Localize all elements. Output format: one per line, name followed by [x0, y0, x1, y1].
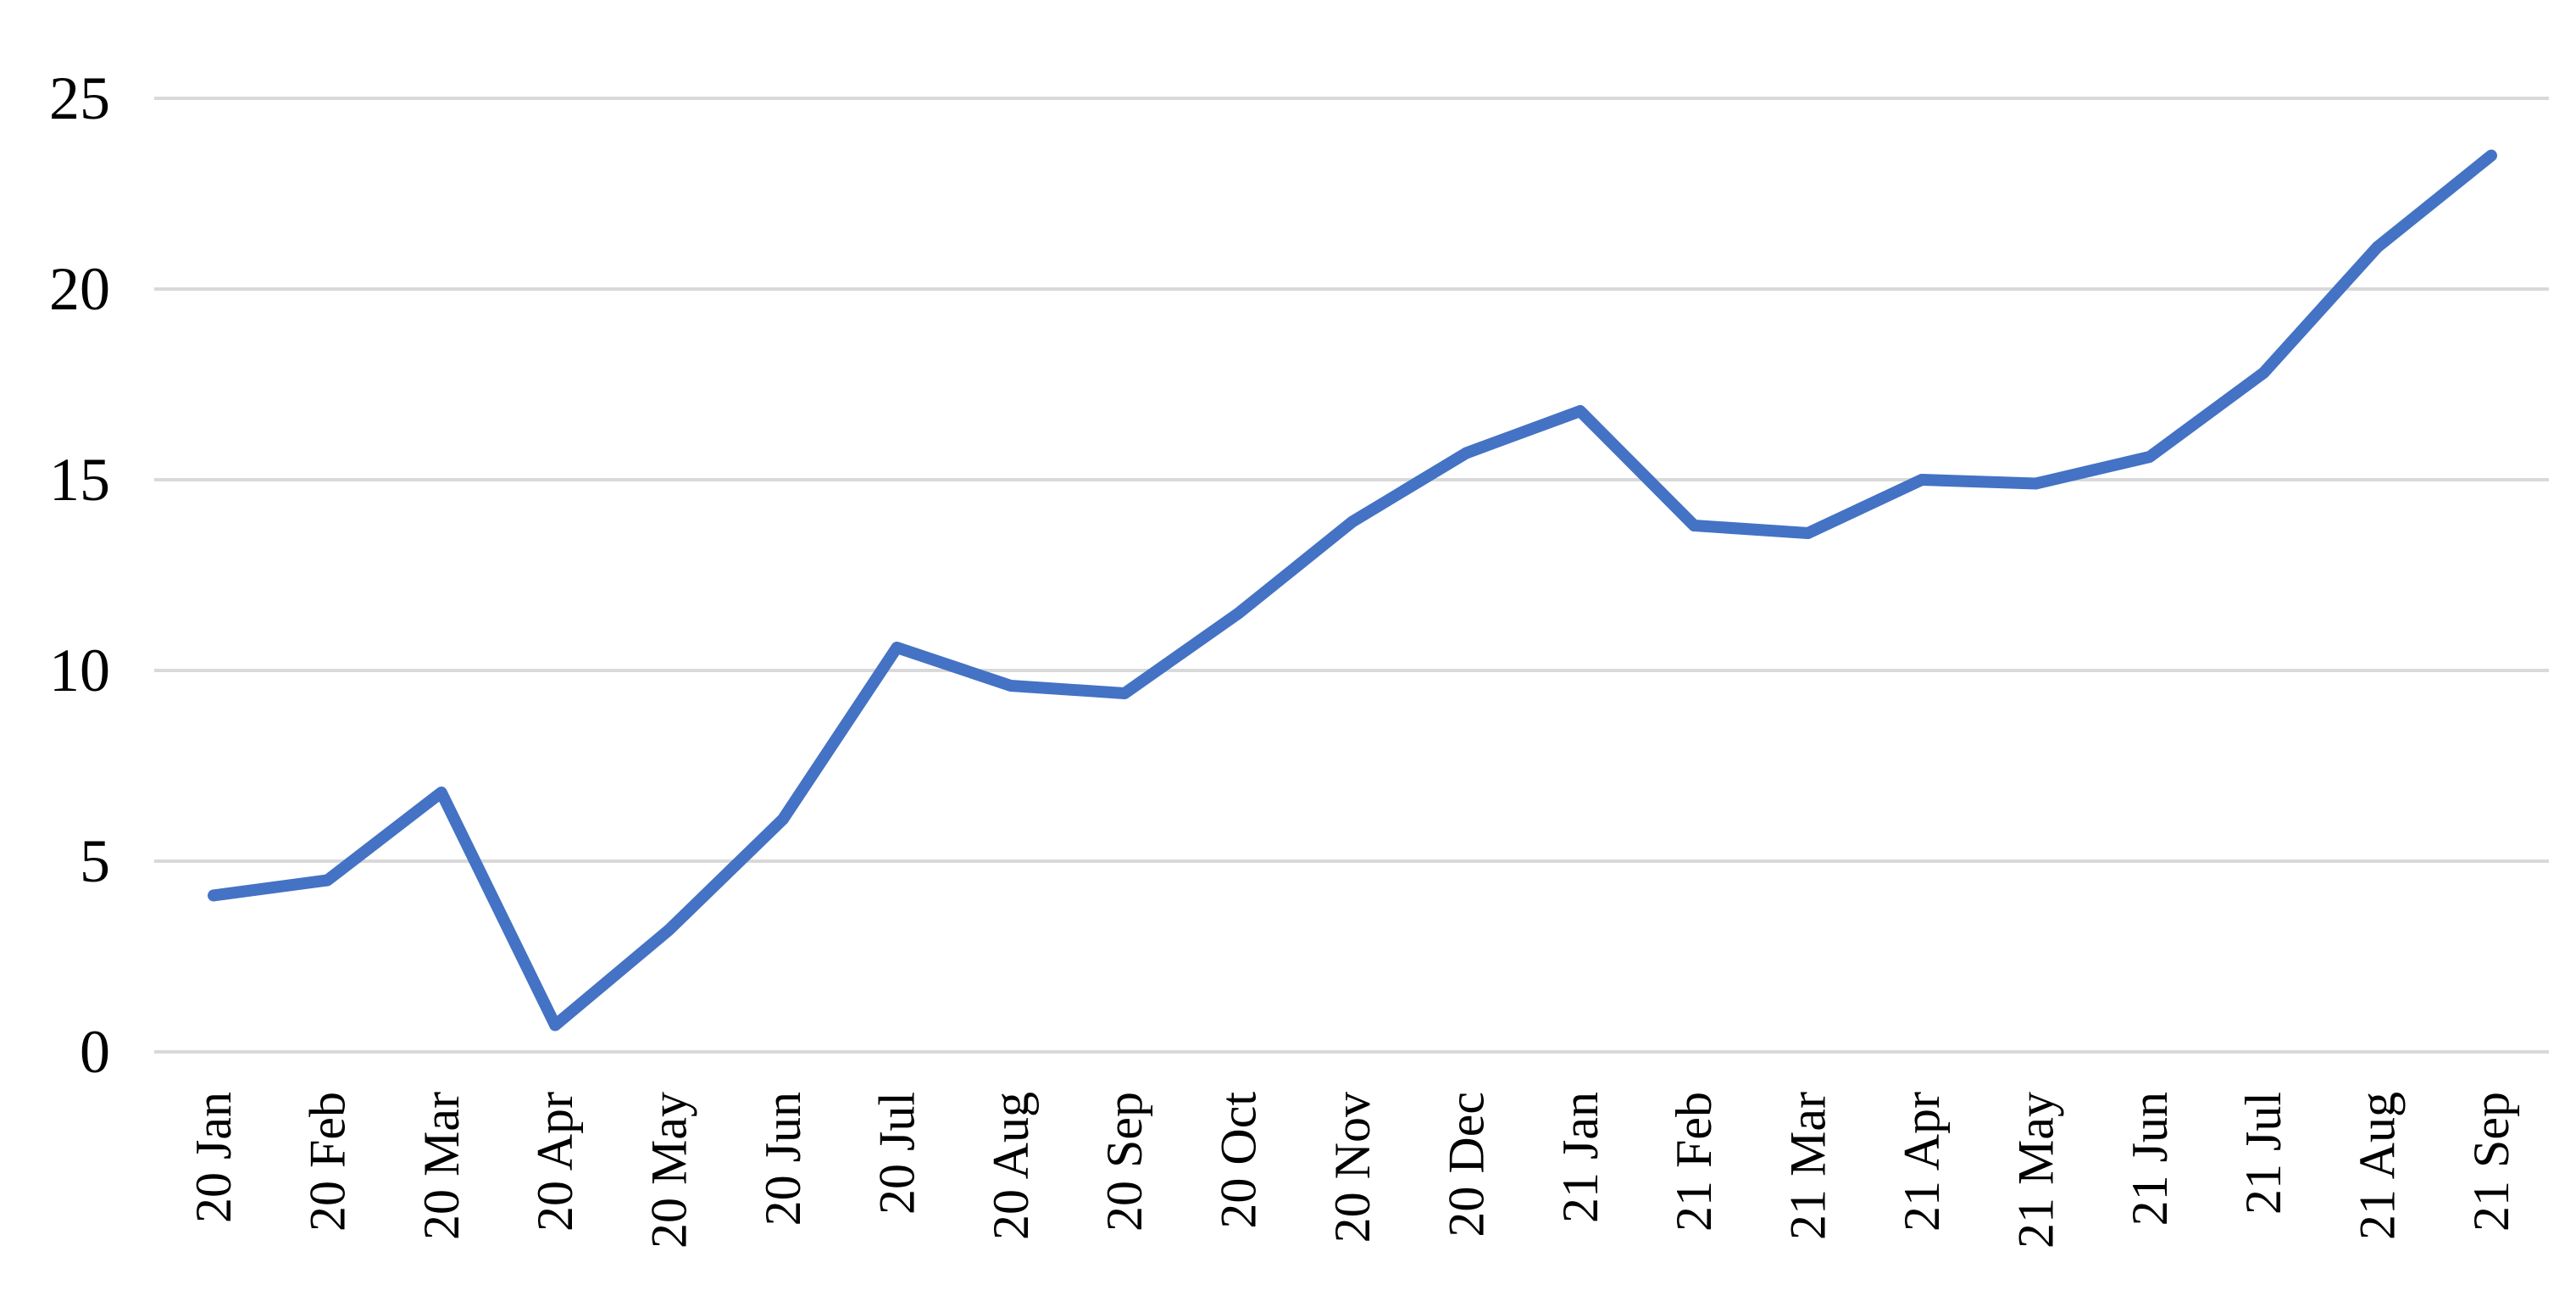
- x-tick-label: 20 Oct: [1211, 1092, 1267, 1229]
- y-axis-tick-labels: 0 5 10 15 20 25: [49, 64, 110, 1086]
- x-tick-label: 20 Dec: [1438, 1092, 1494, 1237]
- x-tick-label: 21 May: [2007, 1092, 2063, 1249]
- data-series-group: [208, 149, 2497, 1032]
- x-tick-label: 20 Jan: [186, 1092, 242, 1223]
- x-axis-tick-labels: 20 Jan 20 Feb 20 Mar 20 Apr 20 May 20 Jun 20 J…: [186, 1092, 2519, 1249]
- x-tick-label: 21 Aug: [2350, 1092, 2406, 1240]
- x-tick-label: 20 Nov: [1324, 1092, 1380, 1243]
- x-tick-label: 20 Sep: [1096, 1092, 1152, 1232]
- x-tick-label: 20 Feb: [299, 1092, 355, 1232]
- x-tick-label: 20 Mar: [414, 1092, 469, 1240]
- x-tick-label: 21 Sep: [2463, 1092, 2519, 1232]
- y-tick-label: 20: [49, 255, 110, 323]
- x-tick-label: 20 Jun: [755, 1092, 811, 1226]
- y-tick-label: 25: [49, 64, 110, 132]
- x-tick-label: 21 Feb: [1666, 1092, 1722, 1232]
- x-tick-label: 21 Jul: [2235, 1092, 2291, 1215]
- y-tick-label: 0: [80, 1018, 110, 1086]
- x-tick-label: 21 Apr: [1894, 1092, 1950, 1232]
- x-tick-label: 21 Mar: [1780, 1092, 1836, 1240]
- x-tick-label: 20 Aug: [983, 1092, 1039, 1240]
- x-tick-label: 20 Apr: [527, 1092, 583, 1232]
- y-tick-label: 10: [49, 637, 110, 704]
- y-tick-label: 15: [49, 446, 110, 514]
- x-tick-label: 21 Jun: [2122, 1092, 2178, 1226]
- data-series-line: [208, 149, 2497, 1032]
- x-tick-label: 21 Jan: [1552, 1092, 1608, 1223]
- x-tick-label: 20 Jul: [869, 1092, 924, 1215]
- gridlines-group: [154, 97, 2549, 1054]
- x-tick-label: 20 May: [641, 1092, 697, 1249]
- y-tick-label: 5: [80, 827, 110, 895]
